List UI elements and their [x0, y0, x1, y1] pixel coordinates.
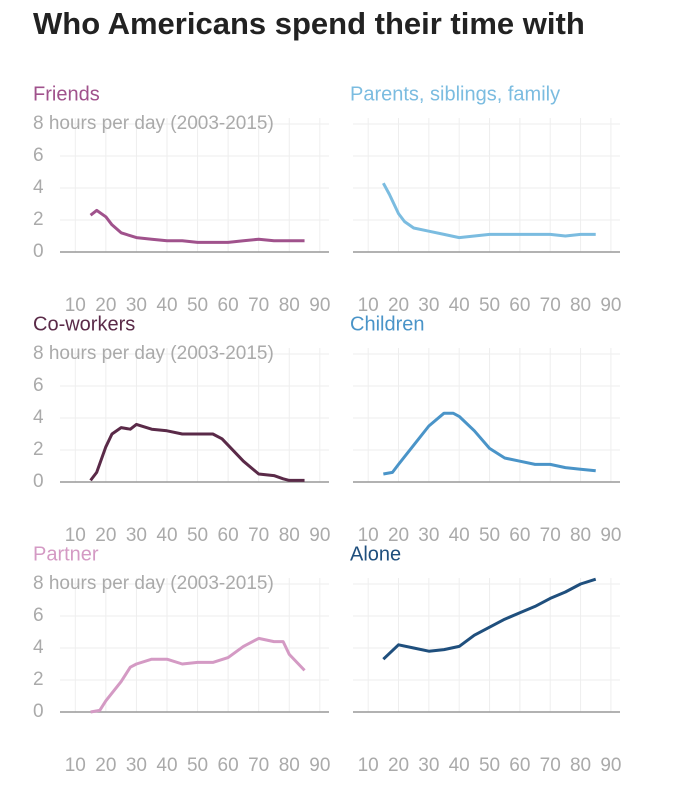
x-tick-label: 70: [248, 755, 269, 776]
x-tick-label: 70: [248, 295, 269, 316]
panel-title: Alone: [350, 543, 401, 565]
data-line: [383, 411, 596, 476]
x-tick-label: 20: [95, 525, 116, 546]
x-tick-label: 80: [570, 295, 591, 316]
x-tick-label: 60: [509, 755, 530, 776]
x-tick-label: 90: [600, 295, 621, 316]
x-tick-label: 70: [540, 295, 561, 316]
x-tick-label: 90: [309, 755, 330, 776]
y-tick-label: 6: [33, 605, 44, 626]
y-tick-label: 2: [33, 669, 44, 690]
x-tick-label: 50: [187, 755, 208, 776]
y-tick-label: 8 hours per day (2003-2015): [33, 343, 274, 364]
y-tick-label: 8 hours per day (2003-2015): [33, 113, 274, 134]
x-tick-label: 60: [509, 525, 530, 546]
x-tick-label: 30: [418, 755, 439, 776]
data-line: [382, 577, 597, 661]
x-tick-label: 80: [279, 295, 300, 316]
x-tick-label: 80: [570, 755, 591, 776]
x-tick-label: 60: [218, 755, 239, 776]
x-tick-label: 70: [540, 525, 561, 546]
x-tick-label: 20: [95, 295, 116, 316]
panel-title: Parents, siblings, family: [350, 83, 560, 105]
x-tick-label: 60: [218, 295, 239, 316]
x-tick-label: 40: [449, 755, 470, 776]
x-tick-label: 80: [279, 525, 300, 546]
x-tick-label: 50: [479, 525, 500, 546]
x-tick-label: 40: [156, 295, 177, 316]
y-tick-label: 6: [33, 145, 44, 166]
y-tick-label: 4: [33, 177, 44, 198]
x-tick-label: 40: [156, 525, 177, 546]
x-tick-label: 30: [418, 525, 439, 546]
x-tick-label: 40: [449, 525, 470, 546]
x-tick-label: 40: [449, 295, 470, 316]
panel-title: Co-workers: [33, 313, 135, 335]
data-line: [89, 208, 305, 244]
y-tick-label: 2: [33, 209, 44, 230]
x-tick-label: 90: [309, 295, 330, 316]
x-tick-label: 20: [388, 525, 409, 546]
y-tick-label: 8 hours per day (2003-2015): [33, 573, 274, 594]
x-tick-label: 50: [187, 295, 208, 316]
x-tick-label: 80: [279, 755, 300, 776]
y-tick-label: 0: [33, 701, 44, 722]
x-tick-label: 40: [156, 755, 177, 776]
y-tick-label: 2: [33, 439, 44, 460]
panel-title: Partner: [33, 543, 99, 565]
panel-title: Friends: [33, 83, 100, 105]
x-tick-label: 60: [509, 295, 530, 316]
x-tick-label: 10: [65, 755, 86, 776]
y-tick-label: 0: [33, 241, 44, 262]
x-tick-label: 10: [65, 295, 86, 316]
x-tick-label: 80: [570, 525, 591, 546]
x-tick-label: 50: [187, 525, 208, 546]
x-tick-label: 20: [95, 755, 116, 776]
x-tick-label: 50: [479, 755, 500, 776]
x-tick-label: 60: [218, 525, 239, 546]
x-tick-label: 10: [358, 525, 379, 546]
x-tick-label: 70: [248, 525, 269, 546]
data-line: [90, 636, 306, 714]
y-tick-label: 0: [33, 471, 44, 492]
x-tick-label: 30: [126, 755, 147, 776]
y-tick-label: 6: [33, 375, 44, 396]
x-tick-label: 30: [418, 295, 439, 316]
x-tick-label: 30: [126, 295, 147, 316]
x-tick-label: 10: [65, 525, 86, 546]
x-tick-label: 30: [126, 525, 147, 546]
y-tick-label: 4: [33, 637, 44, 658]
data-line: [89, 422, 305, 482]
x-tick-label: 90: [600, 755, 621, 776]
x-tick-label: 90: [600, 525, 621, 546]
panel-title: Children: [350, 313, 424, 335]
x-tick-label: 50: [479, 295, 500, 316]
x-tick-label: 20: [388, 295, 409, 316]
x-tick-label: 70: [540, 755, 561, 776]
y-tick-label: 4: [33, 407, 44, 428]
x-tick-label: 90: [309, 525, 330, 546]
x-tick-label: 20: [388, 755, 409, 776]
x-tick-label: 10: [358, 755, 379, 776]
data-line: [382, 182, 596, 240]
x-tick-label: 10: [358, 295, 379, 316]
chart-title: Who Americans spend their time with: [33, 6, 585, 41]
